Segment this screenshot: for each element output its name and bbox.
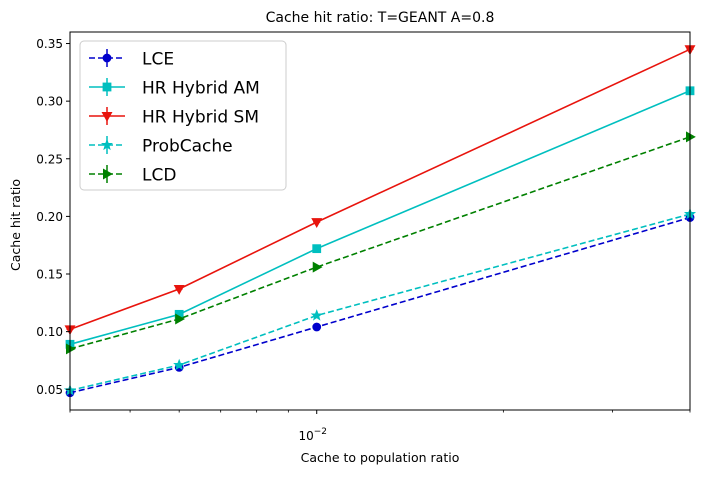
y-tick-label: 0.05: [36, 383, 63, 397]
y-axis-label: Cache hit ratio: [8, 179, 23, 271]
legend: LCE HR Hybrid AM HR Hybrid SM ProbCache LCD: [79, 40, 287, 191]
y-tick-label: 0.35: [36, 37, 63, 51]
plot-area: [63, 45, 697, 398]
data-point: [310, 309, 323, 321]
series-line: [69, 213, 691, 392]
x-tick-label-base: 10: [298, 429, 313, 443]
data-point: [173, 358, 186, 371]
data-point: [173, 284, 185, 295]
data-point: [175, 313, 185, 325]
x-tick-label-exponent: −2: [314, 427, 327, 437]
plot-frame: [69, 31, 691, 411]
legend-label: ProbCache: [142, 137, 233, 157]
series-lcd: [66, 131, 696, 355]
y-tick-label: 0.25: [36, 152, 63, 166]
data-point: [66, 343, 76, 355]
series-line: [69, 136, 691, 350]
data-point: [312, 322, 322, 332]
x-axis-label: Cache to population ratio: [301, 450, 460, 465]
data-point: [686, 131, 696, 143]
series-line: [69, 48, 691, 331]
series-probcache: [63, 207, 697, 396]
legend-marker: [100, 138, 114, 151]
legend-label: LCE: [142, 50, 174, 70]
y-tick-label: 0.10: [36, 325, 63, 339]
legend-box: [79, 40, 287, 191]
legend-marker: [102, 82, 112, 92]
legend-marker: [102, 53, 112, 63]
legend-item: LCD: [89, 165, 176, 186]
legend-label: HR Hybrid AM: [142, 79, 260, 99]
legend-marker: [103, 168, 113, 180]
legend-item: HR Hybrid AM: [89, 78, 260, 99]
series-line: [69, 216, 691, 394]
chart-title: Cache hit ratio: T=GEANT A=0.8: [266, 10, 495, 26]
data-point: [312, 244, 322, 254]
legend-marker: [101, 112, 113, 122]
y-tick-label: 0.30: [36, 95, 63, 109]
x-tick-label: 10−2: [298, 427, 327, 443]
y-tick-label: 0.20: [36, 210, 63, 224]
legend-label: HR Hybrid SM: [142, 108, 259, 128]
series-line: [69, 90, 691, 346]
legend-item: HR Hybrid SM: [89, 107, 259, 128]
y-tick-label: 0.15: [36, 268, 63, 282]
legend-label: LCD: [142, 166, 176, 186]
legend-item: ProbCache: [89, 136, 233, 157]
data-point: [312, 261, 323, 273]
legend-item: LCE: [89, 49, 174, 70]
data-point: [311, 218, 323, 228]
